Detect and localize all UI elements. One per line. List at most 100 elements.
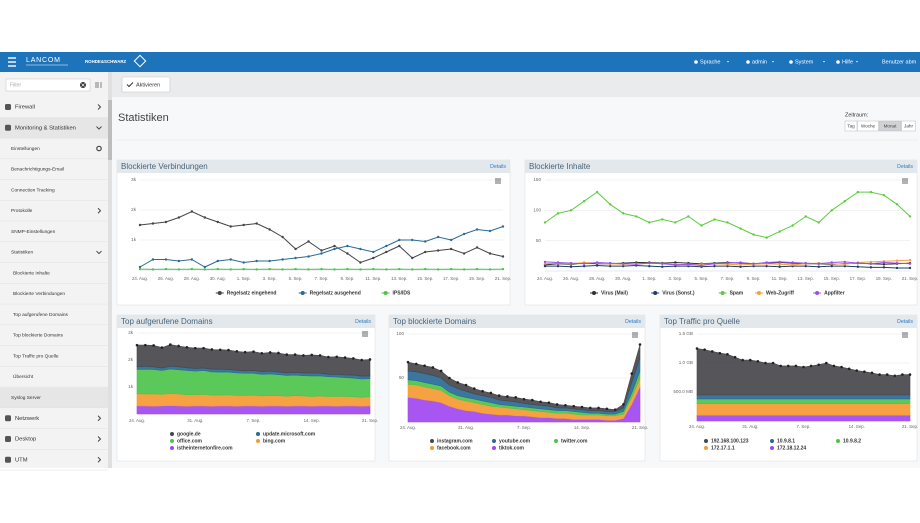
period-button[interactable] xyxy=(901,120,916,132)
sidebar-item[interactable]: Top blockierte Domains xyxy=(13,333,63,339)
point xyxy=(739,227,742,230)
point xyxy=(185,346,189,349)
point xyxy=(481,389,484,393)
point xyxy=(765,236,768,239)
point xyxy=(144,343,147,347)
point xyxy=(622,212,625,215)
legend-label[interactable]: instagram.com xyxy=(437,438,473,444)
legend-label[interactable]: Regelsatz eingehend xyxy=(227,290,277,296)
details-link[interactable]: Details xyxy=(897,319,913,325)
legend-label[interactable]: bing.com xyxy=(263,438,286,444)
filter-input[interactable] xyxy=(5,78,91,92)
point xyxy=(506,395,509,398)
sidebar-item[interactable]: Blockierte Inhalte xyxy=(13,270,50,276)
sidebar-item[interactable]: Monitoring & Statistiken xyxy=(15,125,76,131)
point xyxy=(318,354,322,357)
legend-symbol xyxy=(704,439,708,443)
menu-item[interactable]: System xyxy=(795,59,814,65)
period-option[interactable]: Monat xyxy=(884,124,897,129)
legend-label[interactable]: Web-Zugriff xyxy=(766,290,794,296)
point xyxy=(472,387,476,390)
x-tick-label: 28. Aug. xyxy=(589,276,605,281)
sidebar-item[interactable]: Top Traffic pro Quelle xyxy=(13,353,59,359)
legend-label[interactable]: 192.168.100.123 xyxy=(711,438,749,444)
sidebar-item[interactable]: Top aufgerufene Domains xyxy=(13,312,69,318)
point xyxy=(424,240,427,243)
menu-item[interactable]: admin xyxy=(752,59,767,65)
point xyxy=(802,365,805,369)
point xyxy=(414,362,418,366)
legend-label[interactable]: Virus (Mail) xyxy=(601,290,628,296)
legend-label[interactable]: Regelsatz ausgehend xyxy=(310,290,361,296)
partner-emblem xyxy=(133,54,147,68)
sidebar-item[interactable]: Syslog Server xyxy=(11,395,41,401)
caret xyxy=(772,61,774,63)
caret xyxy=(856,61,858,63)
activate-label[interactable]: Aktivieren xyxy=(136,82,160,88)
sidebar-item[interactable]: Benachrichtigungs-Email xyxy=(11,167,64,173)
sidebar-item[interactable]: SNMP-Einstellungen xyxy=(11,229,56,235)
point xyxy=(190,267,194,271)
point xyxy=(456,381,460,384)
details-link[interactable]: Details xyxy=(625,319,641,325)
sidebar-item[interactable]: Übersicht xyxy=(13,373,34,380)
toolbar xyxy=(112,72,920,97)
legend-label[interactable]: Spam xyxy=(730,290,744,296)
sidebar-item[interactable]: Blockierte Verbindungen xyxy=(13,291,65,297)
legend-label[interactable]: Virus (Sonst.) xyxy=(662,290,695,296)
sidebar-item[interactable]: Einstellungen xyxy=(11,146,40,152)
activate-button[interactable] xyxy=(121,76,171,93)
sidebar-item[interactable]: Desktop xyxy=(15,437,36,443)
x-tick-label: 7. Sep. xyxy=(797,424,811,429)
legend-label[interactable]: 172.18.12.24 xyxy=(777,445,806,451)
period-button[interactable] xyxy=(857,120,879,132)
sidebar-item[interactable]: UTM xyxy=(15,457,28,463)
period-option[interactable]: Jahr xyxy=(904,124,913,129)
legend-label[interactable]: youtube.com xyxy=(499,438,531,444)
point xyxy=(436,268,440,271)
sidebar-item[interactable]: Statistiken xyxy=(11,250,33,256)
chevron xyxy=(97,436,102,442)
legend-label[interactable]: twitter.com xyxy=(561,438,588,444)
point xyxy=(307,240,310,243)
point xyxy=(869,260,873,264)
period-option[interactable]: Woche xyxy=(861,124,876,129)
menu-item[interactable]: Hilfe xyxy=(842,59,853,65)
menu-item[interactable]: Sprache xyxy=(700,59,721,65)
legend-label[interactable]: office.com xyxy=(177,438,203,444)
point xyxy=(582,200,586,203)
period-button[interactable] xyxy=(878,120,902,132)
legend-label[interactable]: Appfilter xyxy=(824,290,845,296)
menu-item[interactable]: Benutzer abm xyxy=(882,59,917,65)
details-link[interactable]: Details xyxy=(897,164,913,170)
details-link[interactable]: Details xyxy=(355,319,371,325)
period-button[interactable] xyxy=(844,120,858,132)
point xyxy=(908,215,912,218)
legend-label[interactable]: 10.9.8.1 xyxy=(777,438,795,444)
point xyxy=(752,264,755,268)
legend-label[interactable]: update.microsoft.com xyxy=(263,431,316,437)
legend-label[interactable]: 10.9.8.2 xyxy=(843,438,861,444)
legend-label[interactable]: 172.17.1.1 xyxy=(711,445,735,451)
details-link[interactable]: Details xyxy=(490,164,506,170)
point xyxy=(216,220,219,224)
legend-label[interactable]: tiktok.com xyxy=(499,445,525,451)
sidebar-item[interactable]: Netzwerk xyxy=(15,416,39,422)
sidebar-item[interactable]: Connection Tracking xyxy=(11,187,55,193)
point xyxy=(294,267,297,271)
sidebar-item[interactable]: Protokolle xyxy=(11,208,33,214)
legend-label[interactable]: IPS/IDS xyxy=(393,290,411,296)
legend-label[interactable]: google.de xyxy=(177,431,201,437)
legend-label[interactable]: istheinternetonfire.com xyxy=(177,445,233,451)
point xyxy=(436,249,440,252)
point xyxy=(700,224,703,227)
point xyxy=(488,229,492,233)
legend-label[interactable]: facebook.com xyxy=(437,445,471,451)
point xyxy=(885,373,889,376)
sidebar-item[interactable]: Firewall xyxy=(15,105,35,111)
point xyxy=(582,262,586,265)
period-option[interactable]: Tag xyxy=(847,124,855,129)
point xyxy=(307,255,310,258)
x-tick-label: 31. Aug. xyxy=(187,418,203,423)
panel xyxy=(116,159,511,306)
